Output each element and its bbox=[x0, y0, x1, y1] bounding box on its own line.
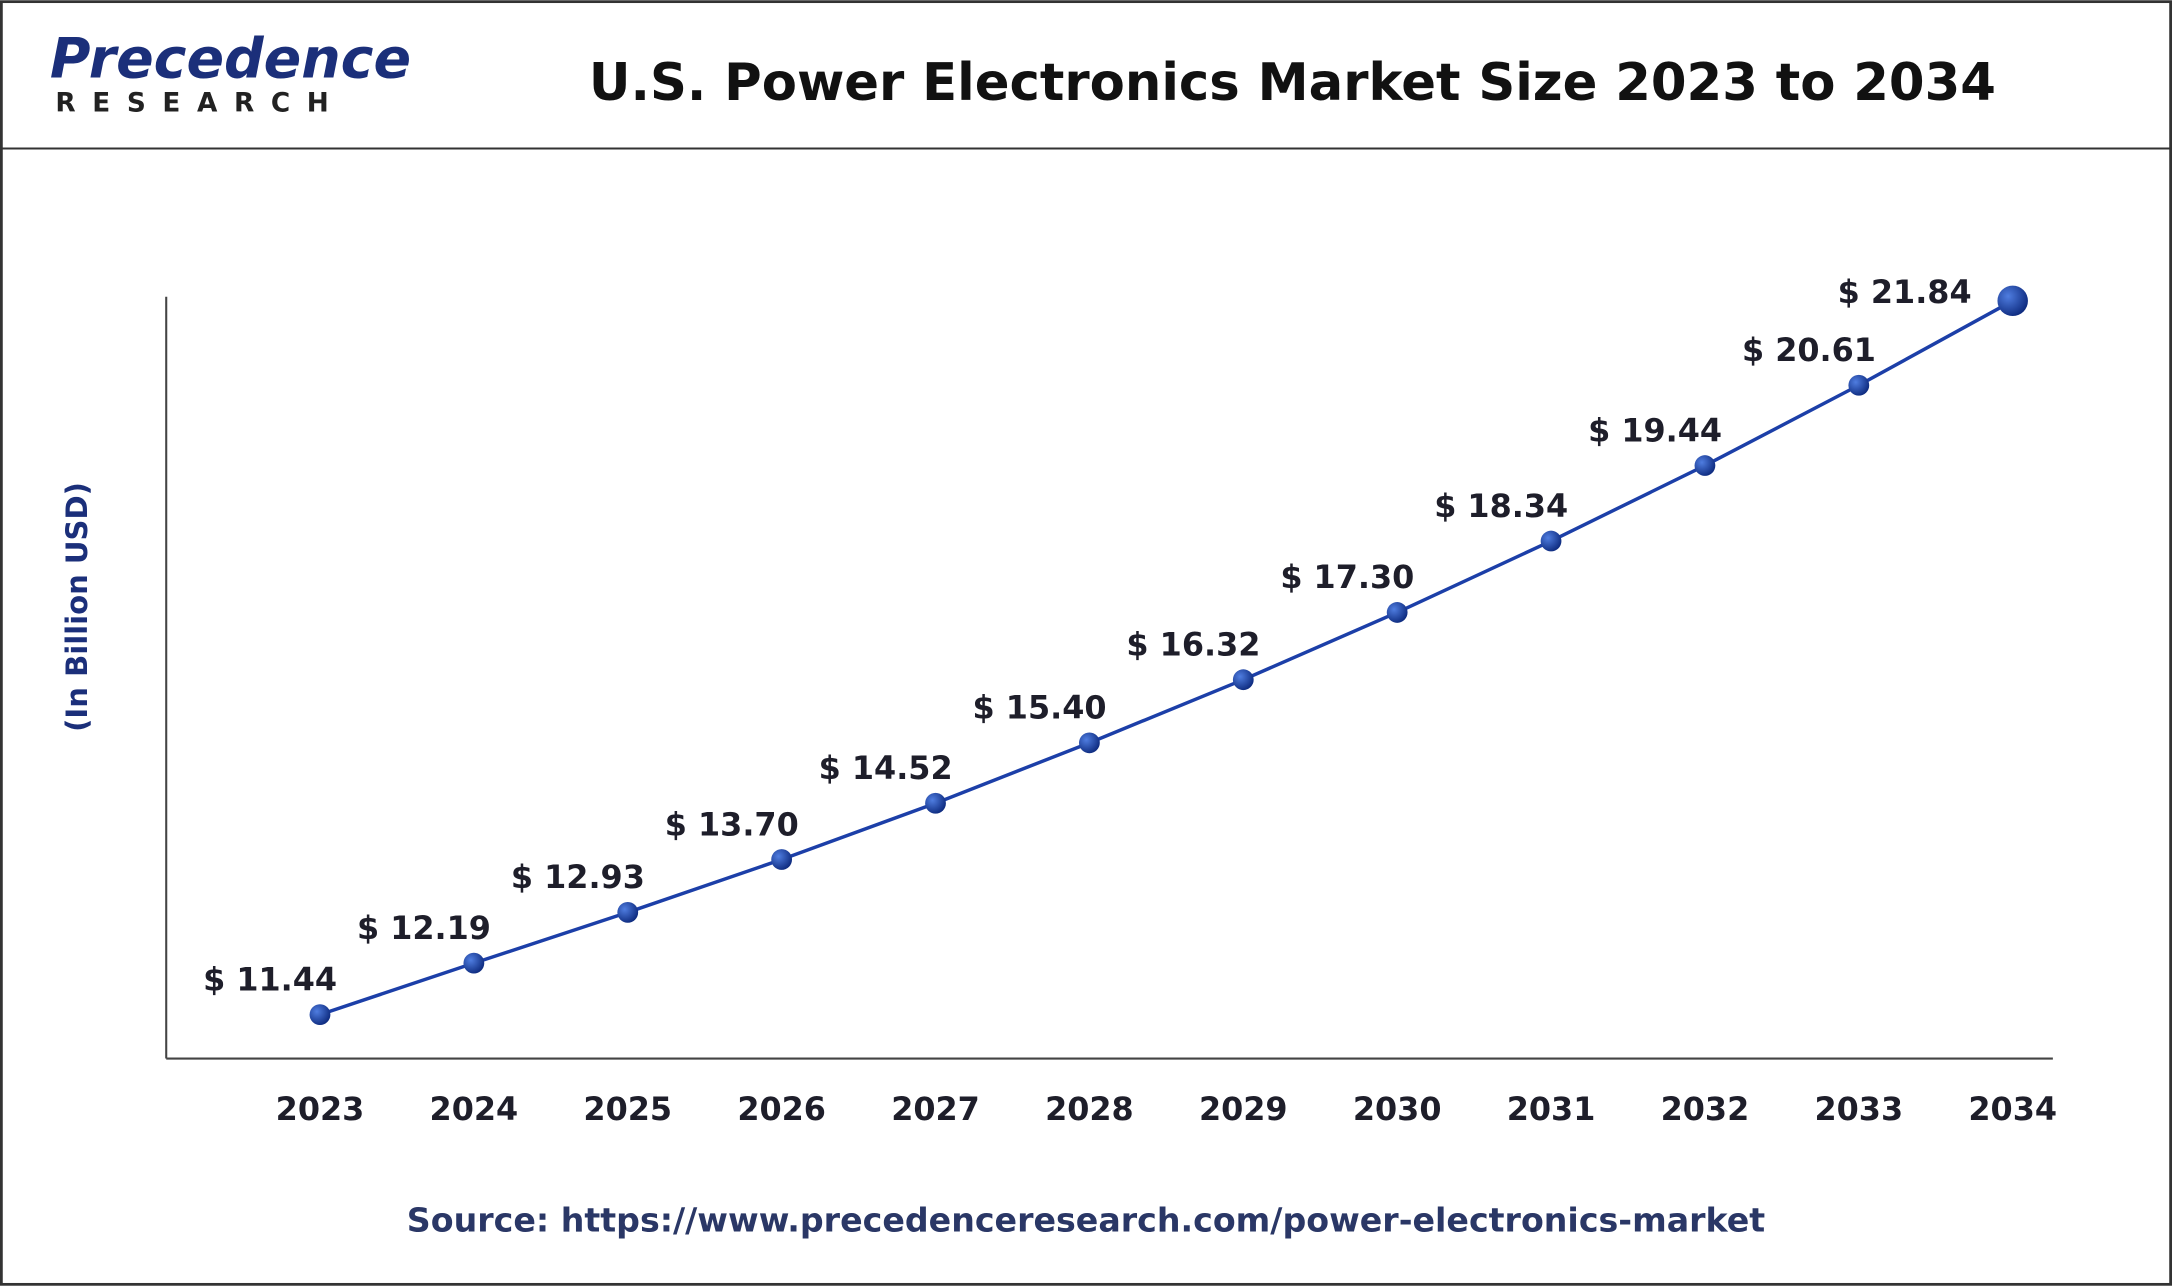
value-label: $ 16.32 bbox=[1126, 625, 1260, 663]
point bbox=[1694, 455, 1716, 476]
point bbox=[309, 1004, 331, 1026]
value-label: $ 18.34 bbox=[1434, 487, 1568, 525]
value-label: $ 20.61 bbox=[1742, 331, 1876, 369]
x-tick-label: 2033 bbox=[1814, 1090, 1903, 1128]
x-tick-label: 2028 bbox=[1045, 1090, 1134, 1128]
point bbox=[1079, 732, 1100, 754]
value-label: $ 12.93 bbox=[511, 858, 645, 896]
x-tick-label: 2034 bbox=[1968, 1090, 2057, 1128]
x-tick-label: 2023 bbox=[276, 1090, 365, 1128]
x-tick-label: 2025 bbox=[583, 1090, 672, 1128]
x-tick-label: 2032 bbox=[1661, 1090, 1750, 1128]
point bbox=[463, 952, 485, 974]
value-label: $ 15.40 bbox=[973, 689, 1107, 727]
x-tick-label: 2030 bbox=[1353, 1090, 1442, 1128]
point bbox=[1540, 530, 1562, 552]
source: Source: https://www.precedenceresearch.c… bbox=[407, 1201, 1766, 1240]
chart-title: U.S. Power Electronics Market Size 2023 … bbox=[589, 53, 1996, 113]
value-label: $ 11.44 bbox=[203, 960, 337, 998]
y-axis-label: (In Billion USD) bbox=[60, 482, 94, 732]
point bbox=[1386, 602, 1408, 623]
point bbox=[771, 849, 793, 870]
value-label: $ 12.19 bbox=[357, 909, 491, 947]
point bbox=[1997, 285, 2028, 317]
x-tick-label: 2027 bbox=[891, 1090, 980, 1128]
line bbox=[319, 299, 2014, 1017]
x-tick-label: 2031 bbox=[1507, 1090, 1596, 1128]
point bbox=[1848, 374, 1870, 396]
point bbox=[925, 792, 946, 814]
point bbox=[617, 901, 639, 923]
value-label: $ 17.30 bbox=[1280, 558, 1414, 596]
value-label: $ 21.84 bbox=[1838, 273, 1972, 311]
value-label: $ 13.70 bbox=[665, 805, 799, 843]
point bbox=[1232, 669, 1254, 691]
x-tick-label: 2029 bbox=[1199, 1090, 1288, 1128]
logo-subname: RESEARCH bbox=[55, 89, 345, 119]
x-tick-label: 2026 bbox=[737, 1090, 826, 1128]
x-tick-label: 2024 bbox=[430, 1090, 519, 1128]
value-label: $ 14.52 bbox=[819, 749, 953, 787]
value-label: $ 19.44 bbox=[1588, 411, 1722, 449]
logo-name: Precedence bbox=[50, 28, 411, 92]
